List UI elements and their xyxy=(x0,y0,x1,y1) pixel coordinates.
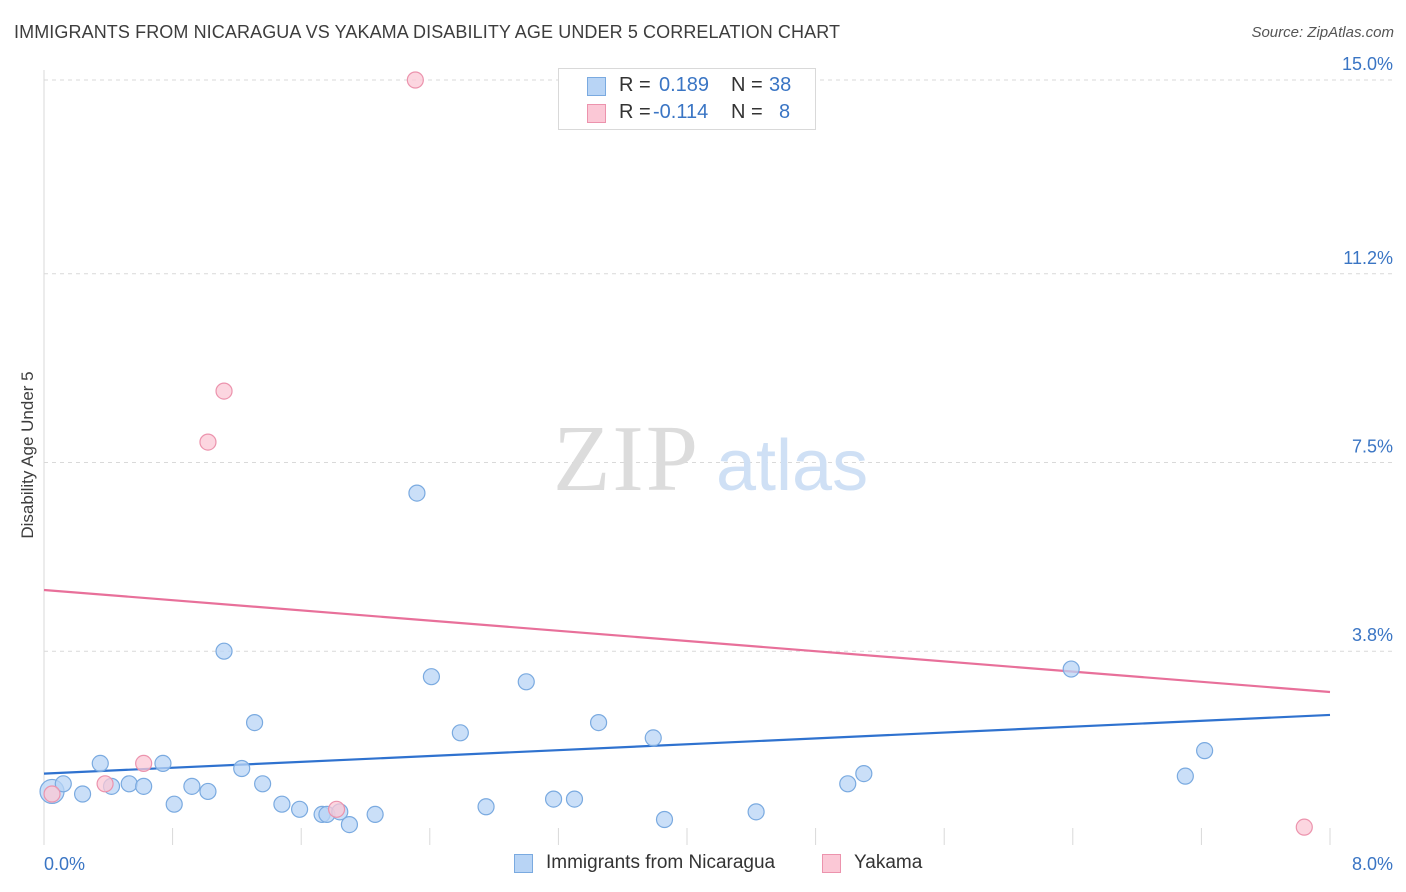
point-nicaragua xyxy=(839,775,857,793)
point-nicaragua xyxy=(655,810,674,829)
chart-title: IMMIGRANTS FROM NICARAGUA VS YAKAMA DISA… xyxy=(14,22,841,42)
x-tick-label-min: 0.0% xyxy=(44,854,85,874)
series-legend-label-yakama: Yakama xyxy=(854,852,923,873)
point-nicaragua xyxy=(408,484,426,502)
point-nicaragua xyxy=(1176,767,1194,785)
y-tick-label: 3.8% xyxy=(1352,625,1393,645)
legend-swatch-nicaragua xyxy=(587,77,606,96)
source-label: Source: ZipAtlas.com xyxy=(1251,24,1394,41)
point-nicaragua xyxy=(589,713,608,732)
point-nicaragua xyxy=(183,777,201,795)
point-nicaragua xyxy=(273,795,291,813)
point-nicaragua xyxy=(747,803,765,821)
x-tick-label-max: 8.0% xyxy=(1352,854,1393,874)
trend-lines xyxy=(43,588,1331,775)
y-axis-label: Disability Age Under 5 xyxy=(18,371,37,539)
point-nicaragua xyxy=(340,815,359,834)
point-nicaragua xyxy=(855,764,873,783)
trend-line-yakama xyxy=(43,588,1331,694)
legend-row-nicaragua: R = 0.189 N = 38 xyxy=(559,74,815,100)
point-nicaragua xyxy=(644,729,662,747)
series-legend-label-nicaragua: Immigrants from Nicaragua xyxy=(546,852,776,873)
point-yakama xyxy=(327,800,346,818)
point-yakama xyxy=(215,382,233,400)
point-nicaragua xyxy=(73,785,92,803)
point-nicaragua xyxy=(120,775,138,793)
series-legend-swatch-nicaragua xyxy=(514,854,533,873)
point-nicaragua xyxy=(366,805,384,824)
legend-r-label: R = xyxy=(619,74,651,96)
legend-swatch-yakama xyxy=(587,104,606,123)
point-nicaragua xyxy=(517,673,535,691)
point-yakama xyxy=(199,433,217,451)
point-nicaragua xyxy=(165,795,183,813)
x-tick-labels: 0.0% 8.0% xyxy=(44,854,1393,874)
point-yakama xyxy=(43,785,61,803)
trend-line-nicaragua xyxy=(43,713,1331,775)
series-legend-swatch-yakama xyxy=(822,854,841,873)
point-yakama xyxy=(406,71,424,89)
data-points xyxy=(39,71,1313,836)
legend-n-value: 8 xyxy=(779,101,791,123)
y-tick-label: 7.5% xyxy=(1352,437,1393,457)
point-nicaragua xyxy=(1196,742,1214,760)
point-nicaragua xyxy=(290,800,309,818)
point-yakama xyxy=(96,775,114,793)
point-nicaragua xyxy=(154,754,172,773)
point-yakama xyxy=(1295,818,1313,836)
point-nicaragua xyxy=(565,790,584,808)
point-nicaragua xyxy=(233,759,251,778)
y-tick-labels: 3.8% 7.5% 11.2% 15.0% xyxy=(1342,54,1393,645)
point-nicaragua xyxy=(91,754,109,773)
watermark-atlas: atlas xyxy=(716,426,868,506)
x-axis-ticks xyxy=(43,828,1331,845)
correlation-legend: R = 0.189 N = 38 R = -0.114 N = 8 xyxy=(558,68,816,130)
point-nicaragua xyxy=(54,775,72,793)
point-nicaragua xyxy=(254,775,272,793)
legend-n-label: N = xyxy=(731,101,763,123)
point-nicaragua xyxy=(215,642,233,660)
point-nicaragua xyxy=(199,782,217,801)
legend-r-value: -0.114 xyxy=(653,101,709,123)
legend-n-label: N = xyxy=(731,74,763,96)
point-nicaragua xyxy=(477,798,495,816)
point-nicaragua xyxy=(451,724,469,742)
series-legend: Immigrants from Nicaragua Yakama xyxy=(0,852,1406,878)
y-axis-label-wrap: Disability Age Under 5 xyxy=(0,0,60,892)
point-nicaragua xyxy=(544,790,563,808)
legend-r-value: 0.189 xyxy=(659,74,710,96)
y-tick-label: 15.0% xyxy=(1342,54,1393,74)
point-nicaragua xyxy=(135,777,153,795)
grid-lines xyxy=(44,79,1394,652)
legend-r-label: R = xyxy=(619,101,651,123)
y-tick-label: 11.2% xyxy=(1343,248,1393,268)
legend-row-yakama: R = -0.114 N = 8 xyxy=(559,101,815,127)
watermark: ZIP atlas xyxy=(553,407,868,511)
legend-n-value: 38 xyxy=(769,74,792,96)
point-nicaragua xyxy=(1062,660,1080,678)
point-yakama xyxy=(135,754,153,773)
point-nicaragua xyxy=(422,668,441,686)
watermark-zip: ZIP xyxy=(553,407,700,511)
point-nicaragua xyxy=(245,713,264,732)
